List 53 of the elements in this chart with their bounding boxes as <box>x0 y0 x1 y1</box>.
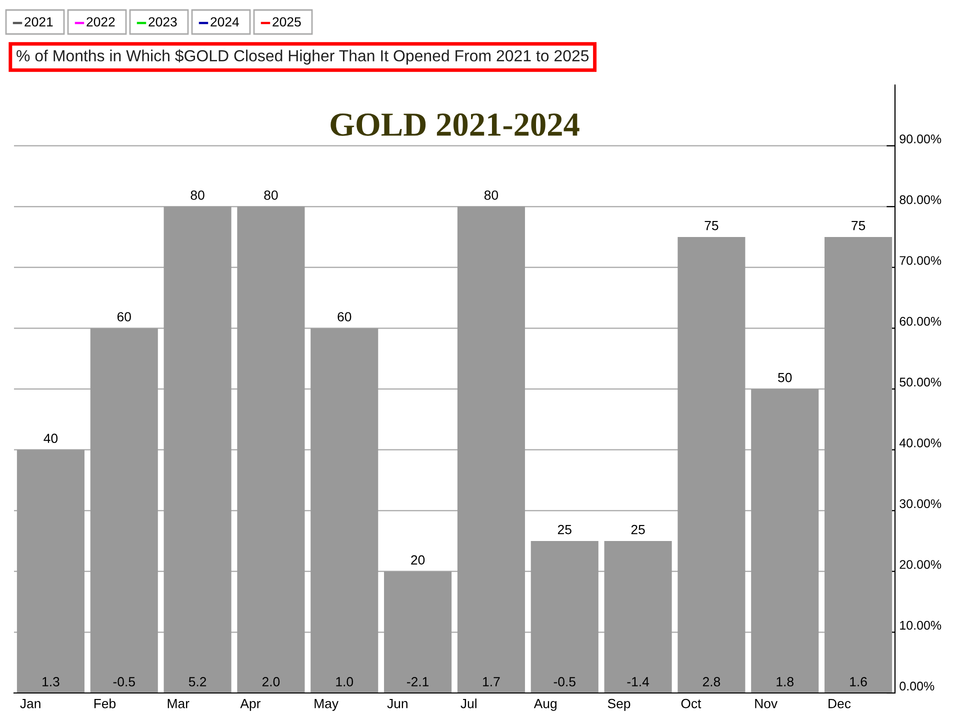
data-label: 75 <box>852 221 866 230</box>
y-tick-label: 70.00% <box>900 256 942 265</box>
x-tick-label: Mar <box>168 699 190 708</box>
annotation: 1.7 <box>483 677 500 686</box>
annotation: 1.8 <box>776 677 794 686</box>
x-tick-label: Aug <box>534 699 556 711</box>
y-tick-label: 20.00% <box>900 560 942 569</box>
x-tick-label: Dec <box>828 699 851 708</box>
annotation: -0.5 <box>554 677 576 686</box>
y-tick-label: 10.00% <box>900 620 942 630</box>
data-label: 60 <box>117 312 131 322</box>
annotation: 1.0 <box>336 677 354 686</box>
text: 2023 <box>148 17 177 27</box>
x-tick-label: Oct <box>681 698 702 708</box>
annotation: 1.3 <box>42 677 60 686</box>
x-tick-label: Apr <box>240 699 260 711</box>
text: 2024 <box>210 17 239 27</box>
annotation: 2.8 <box>702 677 720 686</box>
y-tick-label: 80.00% <box>900 195 942 204</box>
y-tick-label: 50.00% <box>900 378 942 387</box>
annotation: -2.1 <box>407 677 429 686</box>
annotation: -0.5 <box>113 677 135 686</box>
data-label: 25 <box>631 524 645 534</box>
x-tick-label: Nov <box>755 699 778 708</box>
x-tick-label: Jan <box>20 699 40 708</box>
data-label: 20 <box>411 555 425 565</box>
x-tick-label: Jun <box>387 699 408 708</box>
annotation: 5.2 <box>188 677 206 686</box>
data-label: 60 <box>338 312 352 322</box>
text: 2021 <box>24 17 53 27</box>
annotation: 1.6 <box>850 677 867 686</box>
x-tick-label: Jul <box>460 698 476 708</box>
text: 2025 <box>272 17 301 27</box>
data-label: 50 <box>778 372 792 382</box>
y-tick-label: 30.00% <box>900 499 942 508</box>
annotation: 2.0 <box>262 677 280 686</box>
x-tick-label: Feb <box>94 698 116 708</box>
text: 2022 <box>86 17 115 27</box>
data-label: 40 <box>44 434 58 444</box>
y-tick-label: 90.00% <box>900 134 942 144</box>
data-label: 80 <box>484 190 498 200</box>
x-tick-label: Sep <box>608 698 630 711</box>
annotation: -1.4 <box>627 677 650 686</box>
data-label: 75 <box>704 221 718 230</box>
y-tick-label: 40.00% <box>899 438 942 448</box>
text: GOLD 2021-2024 <box>330 113 580 136</box>
y-tick-label: 60.00% <box>900 316 942 326</box>
data-label: 25 <box>558 524 572 534</box>
chart-subtitle: % of Months in Which $GOLD Closed Higher Than It Opened From 2021 to 2025 <box>16 49 589 65</box>
x-tick-label: May <box>314 699 339 711</box>
data-label: 80 <box>264 190 278 200</box>
y-tick-label: 0.00% <box>900 682 934 691</box>
data-label: 80 <box>190 190 204 200</box>
